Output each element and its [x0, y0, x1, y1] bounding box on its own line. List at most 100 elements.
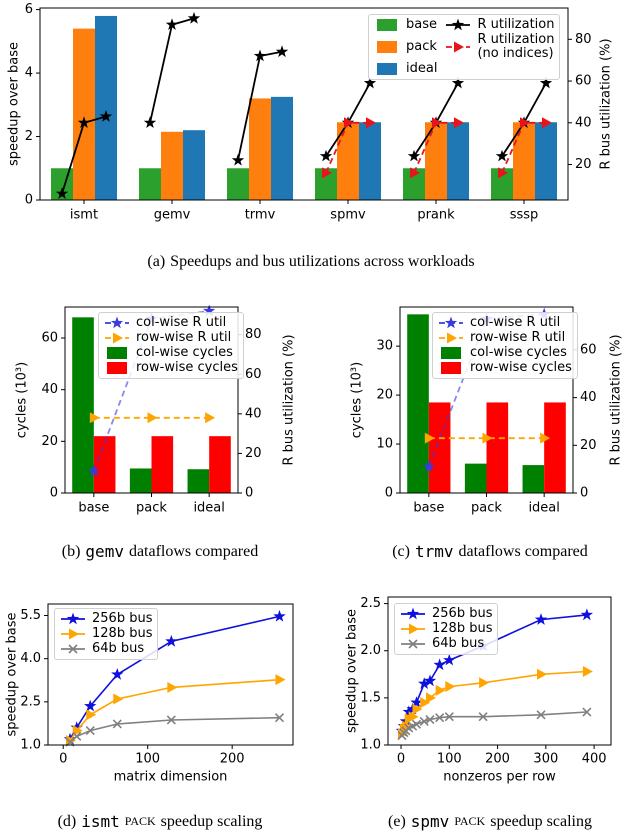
legend-label: 256b bus — [92, 611, 153, 626]
y-tick-label: 20 — [41, 434, 58, 449]
marker — [412, 703, 423, 715]
caption-code: ismt — [81, 812, 120, 831]
y-axis-label: cycles (10³) — [350, 362, 365, 438]
y-axis-label: cycles (10³) — [15, 362, 30, 438]
bar — [486, 402, 509, 493]
bar — [227, 168, 249, 200]
legend-label: R utilization (no indices) — [477, 32, 555, 61]
marker — [435, 713, 445, 723]
x-axis-label: nonzeros per row — [443, 770, 556, 785]
y-tick-label: 1.5 — [360, 690, 381, 705]
legend-swatch — [105, 316, 129, 329]
y2-tick-label: 60 — [580, 342, 597, 357]
marker — [99, 110, 113, 122]
legend-swatch — [401, 607, 425, 620]
line — [401, 711, 587, 737]
marker — [86, 709, 97, 721]
chart: 0 10 20 30 0 20 40 60 cycles (10³) R bus utilizat… — [350, 306, 623, 561]
marker — [187, 11, 201, 24]
marker — [536, 710, 546, 720]
legend: col-wise R util row-wise R util col-wise c… — [432, 312, 578, 379]
legend-swatch — [377, 63, 397, 75]
legend-swatch — [61, 628, 85, 640]
caption-label: (a) — [147, 253, 165, 270]
marker — [143, 116, 157, 128]
bar — [315, 168, 337, 200]
y2-axis-label: R bus utilization (%) — [282, 334, 297, 465]
marker — [110, 316, 124, 329]
caption-label: (b) — [62, 543, 81, 560]
marker — [344, 117, 354, 129]
marker — [113, 332, 123, 344]
legend: 256b bus 128b bus 64b bus — [54, 608, 159, 660]
marker — [165, 18, 179, 30]
legend-label: ideal — [406, 61, 438, 76]
legend-swatch — [446, 18, 471, 31]
legend-label: row-wise cycles — [470, 360, 572, 375]
y-tick-label: 40 — [41, 382, 58, 397]
caption-text: dataflows compared — [459, 543, 588, 560]
y-tick-label: 0 — [25, 193, 33, 208]
marker — [366, 117, 376, 129]
marker — [87, 464, 100, 477]
caption: (b) gemv dataflows compared — [62, 542, 258, 561]
legend-box — [377, 41, 397, 53]
bar — [407, 314, 429, 493]
marker — [454, 117, 464, 129]
caption-text: dataflows compared — [129, 543, 258, 560]
x-tick-label: spmv — [330, 208, 366, 223]
caption-smallcaps: PACK — [454, 814, 485, 828]
bar — [513, 122, 535, 200]
bar — [428, 402, 451, 493]
legend: 256b bus 128b bus 64b bus — [394, 603, 499, 655]
marker — [444, 316, 458, 329]
chart: 0 2 4 6 20 40 60 80 speedup over base R bus utili… — [7, 2, 614, 270]
marker — [432, 117, 442, 129]
legend-label: row-wise R util — [470, 330, 566, 345]
chart: 0 20 40 60 0 20 40 60 80 cycles (10³) R bus utiliz… — [15, 304, 297, 561]
chart: 1.0 2.5 4.0 5.5 0 100 200 speedup over base matr… — [5, 603, 294, 831]
x-tick-label: 100 — [437, 752, 462, 767]
caption-code: spmv — [411, 812, 450, 831]
y-tick-label: 1.0 — [20, 738, 41, 753]
marker — [273, 609, 286, 622]
bar — [464, 463, 487, 493]
marker — [147, 412, 158, 424]
y2-tick-label: 80 — [245, 327, 262, 342]
caption: (e) spmv PACK speedup scaling — [388, 812, 592, 831]
marker — [451, 76, 465, 89]
legend-label: R utilization — [477, 17, 555, 32]
x-axis-label: matrix dimension — [114, 770, 228, 785]
y2-tick-label: 40 — [575, 115, 592, 130]
y-axis-label: speedup over base — [7, 42, 22, 166]
x-tick-label: 0 — [59, 752, 67, 767]
legend-swatch — [377, 41, 397, 53]
bar — [403, 168, 425, 200]
bar — [73, 28, 95, 201]
y-tick-label: 30 — [376, 339, 393, 354]
marker — [274, 713, 285, 723]
bar — [491, 168, 513, 200]
marker — [409, 623, 419, 635]
bar — [522, 465, 545, 493]
y2-tick-label: 60 — [245, 367, 262, 382]
legend-label: 128b bus — [92, 626, 153, 641]
legend-label: pack — [406, 39, 437, 54]
marker — [275, 45, 289, 58]
legend-item: ideal — [374, 62, 437, 76]
legend-swatch — [61, 644, 85, 654]
marker — [422, 460, 435, 472]
caption-text: speedup scaling — [161, 813, 263, 830]
marker — [166, 715, 176, 725]
legend-label: col-wise R util — [136, 315, 227, 330]
plot-frame — [64, 306, 239, 494]
x-tick-label: gemv — [154, 208, 191, 223]
plot-frame — [39, 7, 569, 201]
y2-tick-label: 40 — [245, 406, 262, 421]
marker — [77, 116, 91, 128]
marker — [231, 153, 245, 166]
caption-label: (c) — [392, 543, 410, 560]
marker — [445, 681, 456, 693]
legend-label: col-wise R util — [470, 315, 561, 330]
marker — [363, 76, 377, 89]
